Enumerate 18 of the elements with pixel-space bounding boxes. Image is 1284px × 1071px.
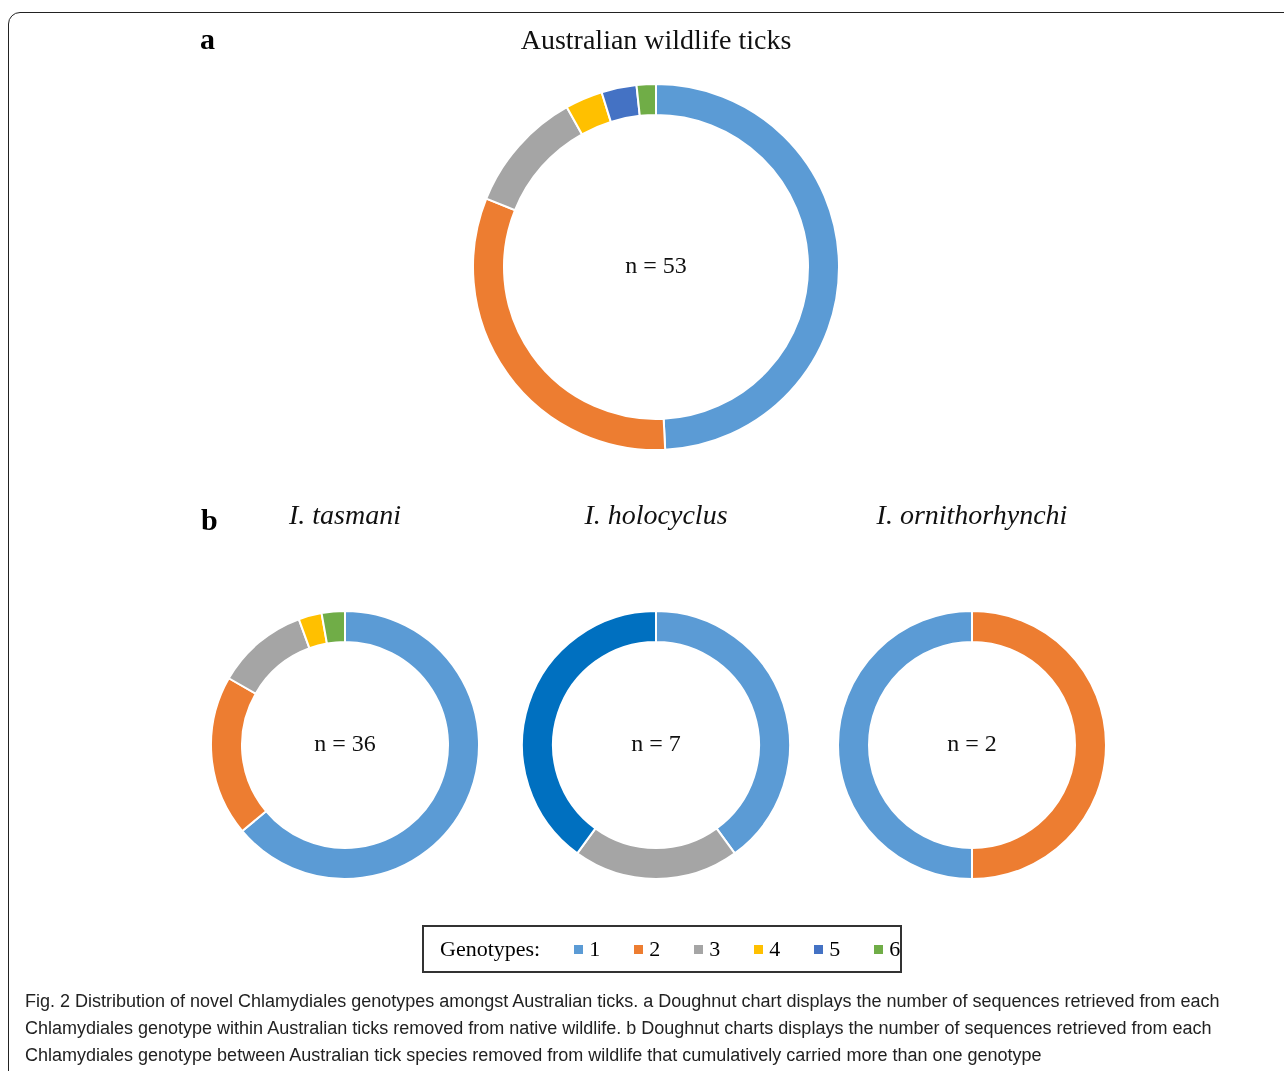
legend-label: 4 [769, 936, 781, 962]
legend-title: Genotypes: [440, 936, 541, 962]
text: n = 36 [314, 730, 376, 756]
legend-label: 1 [589, 936, 601, 962]
chart-title: I. ornithorhynchi [875, 498, 1068, 530]
legend-label: 2 [649, 936, 661, 962]
text: n = 53 [625, 252, 687, 278]
text: n = 7 [631, 730, 681, 756]
caption: Fig. 2 Distribution of novel Chlamydiales genotypes amongst Australian ticks. a Doughnut chart displays the number of sequences retrieved from each Chlamydiales genotype within Australian ticks removed from native wildlife. b Doughnut charts displays the number of sequences retrieved from each Chlamydiales genotype between Australian tick species removed from wildlife that cumulatively carried more than one genotype [25, 990, 1221, 1067]
chart-title: I. holocyclus [583, 498, 728, 530]
legend-label: 3 [709, 936, 721, 962]
text: n = 2 [947, 730, 997, 756]
chart-title: I. tasmani [288, 498, 401, 530]
legend-label: 6 [889, 936, 901, 962]
chart-title: Australian wildlife ticks [520, 23, 792, 55]
legend-label: 5 [829, 936, 841, 962]
text: b [201, 503, 218, 537]
text: a [200, 22, 215, 56]
